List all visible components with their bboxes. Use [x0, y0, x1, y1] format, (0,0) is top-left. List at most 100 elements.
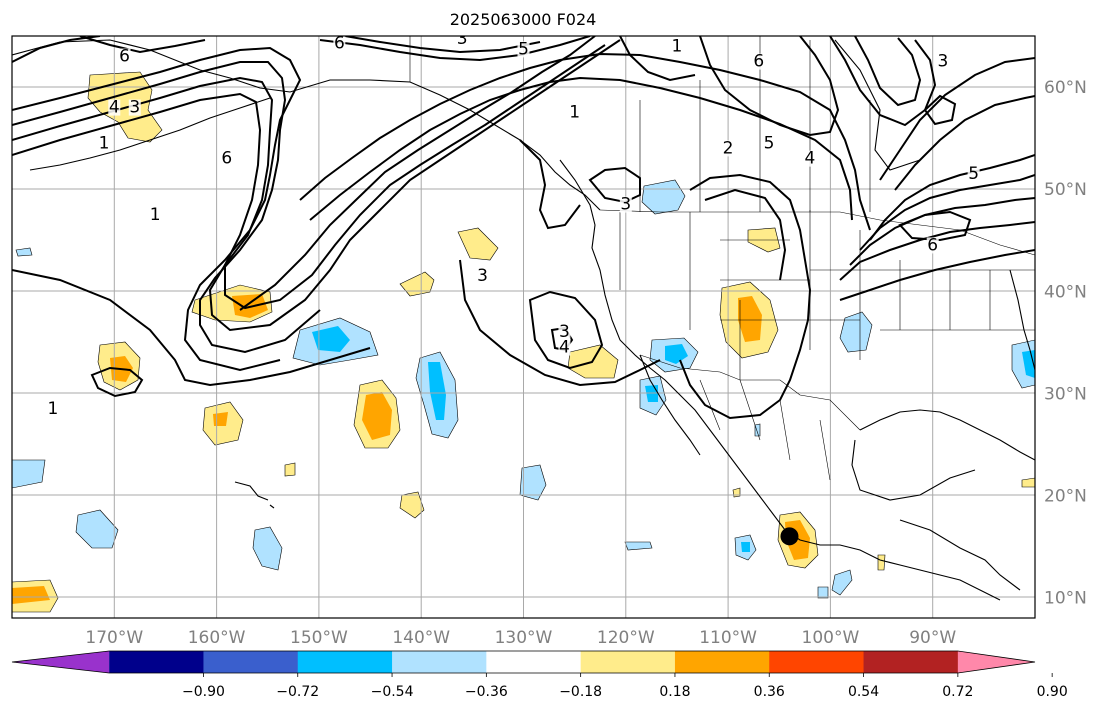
fill-small3-lightblue: [754, 423, 761, 437]
contour-hudson-1: [829, 36, 937, 127]
contour-ne-1: [879, 57, 1035, 181]
lon-tick-label: 100°W: [802, 628, 860, 648]
contour-label-bg: [118, 48, 131, 65]
lat-tick-label: 50°N: [1044, 180, 1087, 200]
contour-label: 6: [753, 52, 764, 72]
fill-tx-lightblue: [839, 311, 873, 353]
contour-label-bg: [670, 38, 683, 55]
colorbar-segment: [392, 651, 487, 673]
contour-east-trough-1: [869, 154, 1035, 241]
fill-mex3-lightblue: [624, 541, 653, 551]
anomaly-fills: [12, 71, 1035, 613]
us-mexico-border: [639, 354, 861, 431]
colorbar-tick-label: −0.36: [465, 684, 508, 700]
contour-label: 3: [129, 98, 140, 118]
contour-label-bg: [128, 99, 141, 116]
contour-aleutian-1: [12, 46, 302, 372]
lat-tick-label: 20°N: [1044, 486, 1087, 506]
fill-ca-yellow: [877, 554, 886, 571]
fill-pac3-orange: [213, 412, 228, 426]
contour-pnw-trough: [519, 139, 581, 230]
contour-label-bg: [752, 53, 765, 70]
storm-marker: [780, 527, 799, 546]
map-title: 2025063000 F024: [450, 10, 597, 29]
contour-label: 1: [48, 399, 59, 419]
map-frame: [11, 35, 1036, 619]
central-america: [899, 519, 1021, 591]
fill-ca-lightblue: [831, 569, 853, 596]
hawaii-2: [269, 504, 275, 509]
contour-hudson-2: [854, 36, 922, 107]
contour-label: 3: [620, 195, 631, 215]
colorbar-tick-label: 0.72: [942, 684, 973, 700]
fill-mex2-blue: [741, 542, 750, 552]
colorbar-tick-label: 0.54: [848, 684, 879, 700]
contour-nw-canada: [699, 36, 840, 137]
contour-label-bg: [149, 206, 162, 223]
fill-ca2-lightblue: [817, 586, 829, 599]
longitude-labels: 170°W 160°W 150°W 140°W 130°W 120°W 110°W 100°W…: [85, 628, 956, 648]
lat-tick-label: 10°N: [1044, 589, 1087, 609]
fill-pac4-orange: [362, 392, 392, 440]
contour-label: 5: [518, 39, 529, 59]
lon-tick-label: 90°W: [909, 628, 956, 648]
fill-pac11-lightblue: [75, 509, 119, 549]
contour-label-bg: [46, 400, 59, 417]
contour-label: 6: [334, 33, 345, 53]
colorbar-segment: [297, 651, 393, 673]
lon-tick-label: 120°W: [597, 628, 655, 648]
contour-label: 1: [569, 103, 580, 123]
lon-tick-label: 110°W: [699, 628, 757, 648]
alaska-coast: [12, 39, 601, 211]
lat-tick-label: 40°N: [1044, 282, 1087, 302]
gulf-of-mexico-coast: [859, 409, 1035, 461]
contour-label: 4: [559, 338, 570, 358]
colorbar-tick-label: 0.18: [659, 684, 690, 700]
contour-ridge-2: [309, 76, 853, 221]
contour-sw-high: [679, 173, 812, 420]
contour-label-bg: [619, 196, 632, 213]
lon-tick-label: 170°W: [85, 628, 143, 648]
fill-small1-lightblue: [15, 247, 33, 257]
contour-pacific-high: [459, 259, 661, 387]
contour-label-bg: [558, 324, 571, 341]
fill-pac5-blue: [312, 326, 350, 352]
colorbar-segment: [863, 651, 959, 673]
contour-label-bg: [333, 36, 346, 52]
contour-ne-2: [894, 95, 1035, 191]
contour-east-trough-3: [849, 197, 1035, 266]
contour-label: 4: [109, 98, 120, 118]
fill-pac14-orange: [12, 586, 50, 604]
canada-provinces: [639, 36, 871, 212]
fill-small4-yellow: [1021, 477, 1035, 488]
contour-ne-low: [923, 94, 957, 126]
contour-label-bg: [220, 150, 233, 167]
contour-label: 1: [99, 133, 110, 153]
contour-lines: [12, 36, 1035, 420]
yucatan: [851, 439, 976, 501]
contour-label-bg: [926, 237, 939, 254]
colorbar-tick-label: −0.54: [371, 684, 414, 700]
contour-label: 1: [672, 36, 683, 56]
fill-baja-blue: [665, 344, 688, 364]
fill-hi-yellow: [284, 462, 296, 477]
contour-label: 1: [150, 205, 161, 225]
fill-sw-orange: [738, 296, 762, 342]
baja-peninsula: [639, 354, 701, 456]
lon-tick-label: 160°W: [188, 628, 246, 648]
contour-label-bg: [568, 104, 581, 121]
lat-tick-label: 30°N: [1044, 384, 1087, 404]
contour-label: 6: [119, 47, 130, 67]
lon-tick-label: 130°W: [495, 628, 553, 648]
contour-label-bg: [967, 165, 980, 182]
colorbar-tick-label: 0.90: [1037, 684, 1068, 700]
contour-east-low: [898, 210, 972, 242]
aleutian-islands: [29, 97, 271, 171]
colorbar-extend-low: [12, 651, 110, 673]
contour-top-2: [344, 36, 541, 54]
colorbar-extend-high: [957, 651, 1035, 673]
contour-label: 5: [968, 164, 979, 184]
